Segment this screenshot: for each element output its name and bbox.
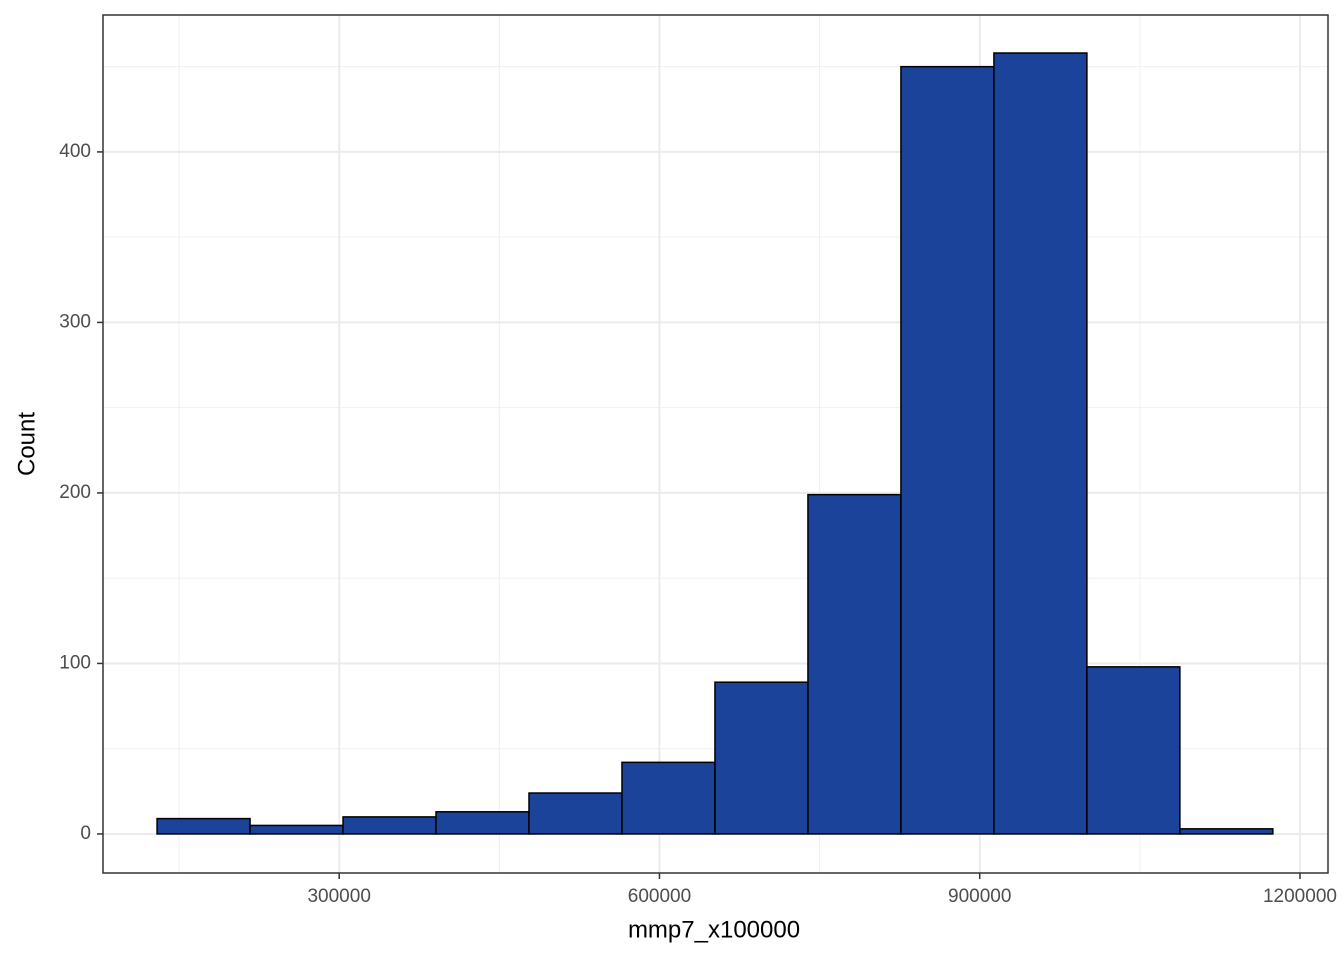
bar [900,65,995,835]
panel-border [102,14,1329,874]
y-tick-label: 0 [80,823,91,844]
bar [435,811,530,835]
bar [1086,666,1181,835]
bar [249,824,344,835]
bar [156,817,251,835]
x-tick-label: 600000 [628,886,691,907]
x-axis-title: mmp7_x100000 [628,916,800,943]
x-tick-label: 900000 [948,886,1011,907]
y-tick-label: 200 [59,482,91,503]
bar [528,792,623,835]
y-tick-label: 300 [59,311,91,332]
bar [807,493,902,835]
x-tick-label: 1200000 [1263,886,1337,907]
bar [714,681,809,835]
x-tick-label: 300000 [307,886,370,907]
y-tick-label: 400 [59,141,91,162]
bar [342,816,437,835]
y-tick-label: 100 [59,652,91,673]
y-axis-title: Count [13,412,40,476]
bar [993,52,1088,835]
bar [1179,828,1274,835]
bar [621,761,716,835]
